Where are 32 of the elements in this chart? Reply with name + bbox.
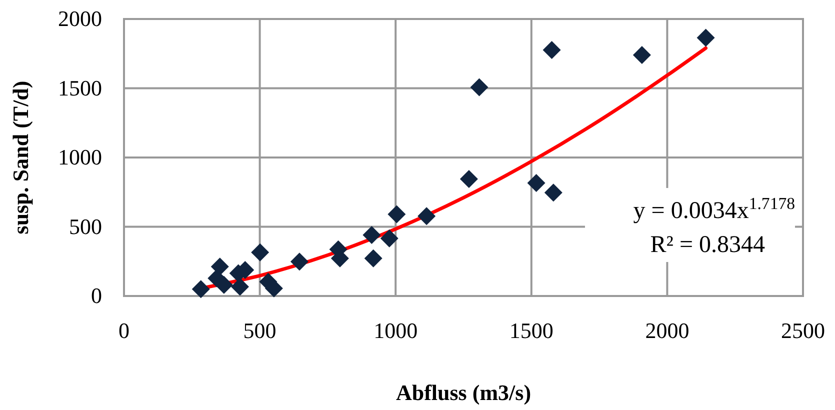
y-tick-label: 500 xyxy=(69,214,102,239)
point xyxy=(470,78,488,96)
x-tick-label: 1000 xyxy=(374,318,418,343)
point xyxy=(290,252,308,271)
y-axis-title: susp. Sand (T/d) xyxy=(8,80,33,234)
point xyxy=(460,170,478,188)
x-tick-label: 2000 xyxy=(645,318,690,343)
y-tick-label: 1000 xyxy=(58,144,102,170)
y-tick-label: 1500 xyxy=(58,75,102,100)
x-tick-label: 500 xyxy=(243,318,276,343)
point xyxy=(230,278,249,296)
x-tick-label: 0 xyxy=(118,318,130,343)
point xyxy=(527,174,546,192)
point xyxy=(362,226,381,244)
annotation: R² = 0.8344 xyxy=(650,232,765,258)
point xyxy=(210,258,229,276)
point xyxy=(380,229,398,248)
point xyxy=(251,243,270,262)
y-tick-label: 2000 xyxy=(58,6,102,31)
point xyxy=(192,280,210,298)
x-tick-label: 2500 xyxy=(781,318,825,343)
point xyxy=(388,205,406,224)
annotation: y = 0.0034x$^{1.7178}$ xyxy=(633,194,795,224)
point xyxy=(364,249,382,268)
point xyxy=(542,41,561,60)
x-axis-title: Abfluss (m3/s) xyxy=(396,380,532,405)
point xyxy=(696,28,715,47)
x-tick-label: 1500 xyxy=(509,318,554,343)
point xyxy=(632,46,651,64)
y-tick-label: 0 xyxy=(91,283,102,308)
point xyxy=(418,207,436,226)
point xyxy=(544,184,562,202)
